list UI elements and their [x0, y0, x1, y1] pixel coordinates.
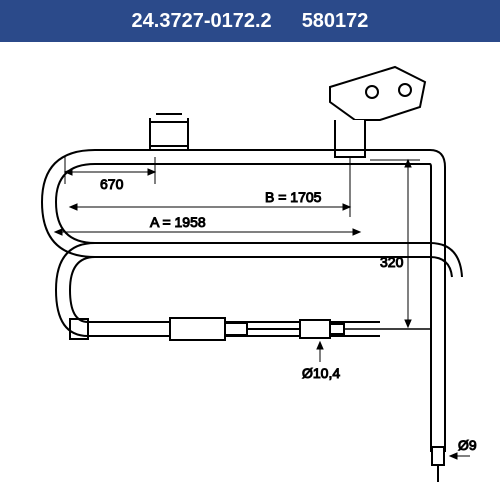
dim-d104: Ø10,4 [302, 342, 340, 381]
svg-text:Ø9: Ø9 [458, 437, 477, 453]
cable-diagram-svg: 670 B = 1705 A = 1958 [0, 42, 500, 500]
svg-text:A = 1958: A = 1958 [150, 214, 206, 230]
clamp-left [150, 114, 188, 150]
dim-d9: Ø9 [450, 437, 477, 459]
bottom-end [432, 447, 444, 482]
svg-text:320: 320 [380, 254, 404, 270]
dim-670: 670 [65, 157, 155, 192]
svg-text:B = 1705: B = 1705 [265, 189, 322, 205]
product-diagram-card: 24.3727-0172.2 580172 [0, 0, 500, 500]
svg-text:670: 670 [100, 176, 124, 192]
svg-text:Ø10,4: Ø10,4 [302, 365, 340, 381]
dim-A: A = 1958 [55, 214, 360, 235]
technical-drawing: 670 B = 1705 A = 1958 [0, 42, 500, 500]
header-bar: 24.3727-0172.2 580172 [0, 0, 500, 42]
cable-outer [42, 150, 462, 452]
mounting-bracket [330, 67, 425, 157]
product-code: 580172 [302, 10, 369, 33]
part-number: 24.3727-0172.2 [132, 10, 272, 33]
